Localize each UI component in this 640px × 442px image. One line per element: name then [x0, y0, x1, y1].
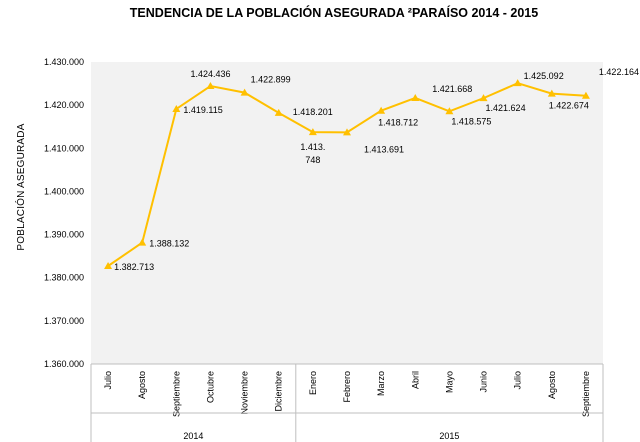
x-tick-label: Mayo: [444, 371, 454, 393]
data-point: [581, 91, 590, 99]
y-axis: 1.360.000 1.370.000 1.380.000 1.390.000 1.40…: [44, 57, 84, 369]
x-tick-label: Octubre: [205, 371, 215, 403]
x-tick-label: Agosto: [137, 371, 147, 399]
data-label: 1.425.092: [524, 71, 564, 81]
x-tick-label: Julio: [103, 371, 113, 390]
data-point: [206, 82, 215, 90]
data-label: 1.422.899: [251, 75, 291, 85]
y-tick-label: 1.430.000: [44, 57, 84, 67]
data-point: [274, 108, 283, 116]
x-tick-label: Junio: [479, 371, 489, 393]
x-tick-label: Agosto: [547, 371, 557, 399]
data-point: [479, 94, 488, 102]
data-label: 1.422.674: [549, 101, 589, 111]
data-point: [513, 79, 522, 87]
x-tick-label: Septiembre: [171, 371, 181, 417]
data-label: 1.388.132: [149, 239, 189, 249]
data-labels: 1.382.713 1.388.132 1.419.115 1.424.436 1.42…: [114, 67, 639, 272]
x-tick-label: Marzo: [376, 371, 386, 396]
x-tick-label: Septiembre: [581, 371, 591, 417]
data-label: 1.422.164: [599, 67, 639, 77]
data-label: 1.424.436: [190, 69, 230, 79]
data-label: 1.419.115: [183, 105, 222, 115]
y-axis-label: POBLACIÓN ASEGURADA: [14, 123, 27, 250]
data-label: 1.418.575: [451, 116, 491, 126]
x-axis: Julio Agosto Septiembre Octubre Noviembre Dic…: [90, 363, 604, 442]
x-group-label: 2014: [183, 431, 203, 441]
y-tick-label: 1.390.000: [44, 230, 84, 240]
data-label: 1.421.668: [432, 84, 472, 94]
x-tick-label: Enero: [308, 371, 318, 395]
data-point: [445, 107, 454, 115]
data-label: 1.421.624: [486, 103, 526, 113]
y-tick-label: 1.410.000: [44, 143, 84, 153]
data-point: [343, 128, 351, 136]
y-tick-label: 1.400.000: [44, 186, 84, 196]
data-label: 1.413. 748: [300, 142, 325, 165]
data-label: 1.413.691: [364, 144, 404, 154]
x-tick-label: Diciembre: [274, 371, 284, 412]
x-tick-label: Febrero: [342, 371, 352, 403]
data-point: [308, 128, 317, 136]
y-tick-label: 1.380.000: [44, 273, 84, 283]
y-tick-label: 1.360.000: [44, 359, 84, 369]
x-tick-label: Julio: [513, 371, 523, 390]
data-point: [172, 104, 181, 112]
series-line: [104, 79, 590, 270]
data-label: 1.418.201: [293, 107, 333, 117]
data-point: [547, 89, 556, 97]
data-point: [377, 106, 386, 114]
x-tick-label: Abril: [410, 371, 420, 389]
x-tick-label: Noviembre: [240, 371, 250, 415]
data-label: 1.418.712: [378, 118, 418, 128]
data-point: [240, 88, 249, 96]
data-point: [411, 93, 420, 101]
x-group-label: 2015: [439, 431, 459, 441]
data-point: [104, 262, 113, 270]
y-tick-label: 1.370.000: [44, 316, 84, 326]
plot-area: [91, 62, 603, 364]
y-tick-label: 1.420.000: [44, 100, 84, 110]
chart-title: TENDENCIA DE LA POBLACIÓN ASEGURADA ²PAR…: [130, 5, 538, 20]
data-point: [138, 238, 147, 246]
data-label: 1.382.713: [114, 262, 154, 272]
